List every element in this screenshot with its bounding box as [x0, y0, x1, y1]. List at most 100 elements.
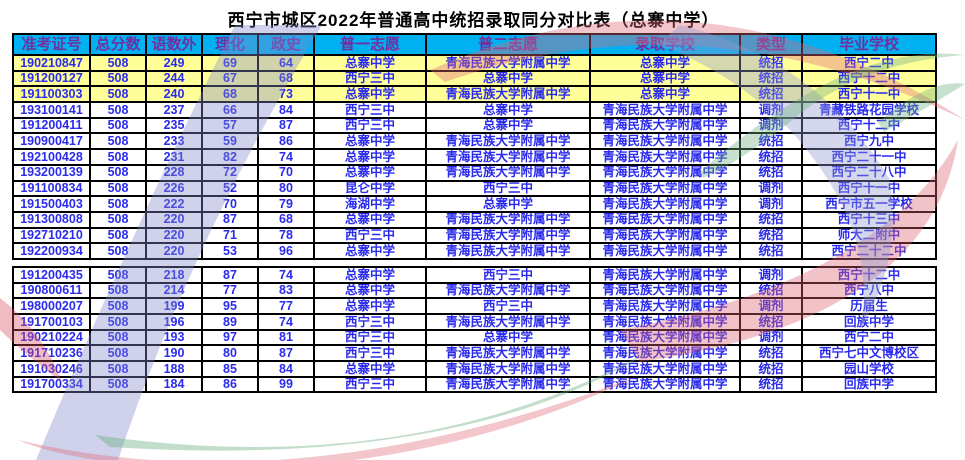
- table-row: 191710236 508 190 80 87 西宁三中 青海民族大学附属中学 青海民族大学附…: [12, 344, 937, 363]
- table-cell: 总寨中学: [425, 195, 591, 213]
- table-row: 198000207 508 199 95 77 总寨中学 西宁三中 青海民族大学附属中学 调剂历…: [12, 297, 937, 315]
- table-cell: 66: [201, 101, 259, 119]
- table-cell: 191700103: [12, 313, 91, 331]
- table-cell: 青海民族大学附属中学: [425, 210, 591, 229]
- table-row: 190900417 508 233 59 86 总寨中学 青海民族大学附属中学 青海民族大学附…: [12, 132, 937, 151]
- table-row: 191700103 508 196 89 74 西宁三中 青海民族大学附属中学 青海民族大学附…: [12, 313, 937, 331]
- table-cell: 70: [257, 163, 315, 182]
- table-cell: 72: [201, 163, 259, 182]
- table-cell: 调剂: [739, 195, 803, 213]
- table-cell: 508: [89, 242, 147, 260]
- table-cell: 190210224: [12, 328, 91, 347]
- table-row: 192710210 508 220 71 78 西宁三中 青海民族大学附属中学 青海民族大学附…: [12, 226, 937, 245]
- table-cell: 总寨中学: [589, 69, 741, 88]
- table-cell: 84: [257, 360, 315, 378]
- table-cell: 总寨中学: [313, 54, 427, 72]
- table-row: 191300808 508 220 87 68 总寨中学 青海民族大学附属中学 青海民族大学附…: [12, 210, 937, 229]
- table-row: 190210847 508 249 69 64 总寨中学 青海民族大学附属中学 总寨中学 统招西…: [12, 54, 937, 72]
- table-cell: 196: [145, 313, 203, 331]
- table-cell: 508: [89, 375, 147, 394]
- table-cell: 统招: [739, 344, 803, 363]
- table-cell: 总寨中学: [589, 85, 741, 104]
- table-cell: 233: [145, 132, 203, 151]
- table-cell: 青藏铁路花园学校: [801, 101, 937, 119]
- page-title: 西宁市城区2022年普通高中统招录取同分对比表（总寨中学）: [227, 11, 720, 30]
- table-cell: 508: [89, 297, 147, 315]
- table-cell: 西宁二中: [801, 54, 937, 72]
- table-cell: 西宁十二中: [801, 69, 937, 88]
- table-cell: 统招: [739, 210, 803, 229]
- table-cell: 总寨中学: [313, 210, 427, 229]
- table-row: 193200139 508 228 72 70 总寨中学 青海民族大学附属中学 青海民族大学附…: [12, 163, 937, 182]
- table-cell: 198000207: [12, 297, 91, 315]
- table-cell: 68: [201, 85, 259, 104]
- table-cell: 青海民族大学附属中学: [425, 148, 591, 166]
- table-cell: 青海民族大学附属中学: [425, 242, 591, 260]
- table-cell: 71: [201, 226, 259, 245]
- table-cell: 调剂: [739, 101, 803, 119]
- table-cell: 海湖中学: [313, 195, 427, 213]
- table-cell: 统招: [739, 226, 803, 245]
- table-cell: 53: [201, 242, 259, 260]
- table-cell: 508: [89, 195, 147, 213]
- table-cell: 西宁三中: [313, 313, 427, 331]
- table-cell: 青海民族大学附属中学: [589, 375, 741, 394]
- table-cell: 193: [145, 328, 203, 347]
- table-cell: 508: [89, 101, 147, 119]
- table-cell: 统招: [739, 360, 803, 378]
- table-cell: 回族中学: [801, 375, 937, 394]
- table-cell: 青海民族大学附属中学: [425, 313, 591, 331]
- table-cell: 57: [201, 116, 259, 135]
- table-cell: 青海民族大学附属中学: [589, 242, 741, 260]
- table-cell: 西宁十一中: [801, 179, 937, 198]
- table-cell: 191100303: [12, 85, 91, 104]
- table-blocks: 准考证号 总分数 语数外 理化 政史 普一志愿 普二志愿 录取学校 类型 毕业学校 19021084…: [12, 33, 937, 399]
- table-cell: 77: [201, 281, 259, 300]
- table-cell: 191030246: [12, 360, 91, 378]
- table-cell: 508: [89, 265, 147, 284]
- table-row: 190800611 508 214 77 83 总寨中学 青海民族大学附属中学 青海民族大学附…: [12, 281, 937, 300]
- table-cell: 84: [257, 101, 315, 119]
- table-cell: 249: [145, 54, 203, 72]
- table-cell: 78: [257, 226, 315, 245]
- table-cell: 508: [89, 344, 147, 363]
- table-cell: 188: [145, 360, 203, 378]
- table-cell: 191100834: [12, 179, 91, 198]
- table-cell: 青海民族大学附属中学: [425, 344, 591, 363]
- table-cell: 总寨中学: [313, 360, 427, 378]
- table-cell: 191300808: [12, 210, 91, 229]
- table-cell: 青海民族大学附属中学: [425, 375, 591, 394]
- table-cell: 87: [201, 210, 259, 229]
- table-cell: 青海民族大学附属中学: [589, 195, 741, 213]
- table-cell: 86: [257, 132, 315, 151]
- column-header-5: 普一志愿: [313, 33, 427, 56]
- table-cell: 园山学校: [801, 360, 937, 378]
- table-row: 191200411 508 235 57 87 西宁三中 总寨中学 青海民族大学附属中学 调剂西…: [12, 116, 937, 135]
- table-cell: 调剂: [739, 116, 803, 135]
- table-row: 191030246 508 188 85 84 总寨中学 青海民族大学附属中学 青海民族大学附…: [12, 360, 937, 378]
- table-row: 192100428 508 231 82 74 总寨中学 青海民族大学附属中学 青海民族大学附…: [12, 148, 937, 166]
- table-cell: 74: [257, 313, 315, 331]
- score-table-block-2: 191200435 508 218 87 74 总寨中学 西宁三中 青海民族大学附属中学 调剂西…: [12, 265, 937, 394]
- table-cell: 青海民族大学附属中学: [425, 85, 591, 104]
- table-cell: 508: [89, 116, 147, 135]
- table-cell: 青海民族大学附属中学: [589, 297, 741, 315]
- table-cell: 193200139: [12, 163, 91, 182]
- table-cell: 西宁三中: [313, 116, 427, 135]
- table-cell: 226: [145, 179, 203, 198]
- table-cell: 统招: [739, 85, 803, 104]
- table-cell: 184: [145, 375, 203, 394]
- table-cell: 59: [201, 132, 259, 151]
- table-cell: 220: [145, 242, 203, 260]
- table-cell: 86: [201, 375, 259, 394]
- table-cell: 青海民族大学附属中学: [425, 132, 591, 151]
- table-cell: 统招: [739, 69, 803, 88]
- table-cell: 总寨中学: [313, 148, 427, 166]
- table-cell: 67: [201, 69, 259, 88]
- column-header-8: 类型: [739, 33, 803, 56]
- table-cell: 西宁二十一中: [801, 148, 937, 166]
- table-cell: 西宁三中: [313, 344, 427, 363]
- table-cell: 508: [89, 163, 147, 182]
- table-cell: 191200411: [12, 116, 91, 135]
- table-row: 191700334 508 184 86 99 西宁三中 青海民族大学附属中学 青海民族大学附…: [12, 375, 937, 394]
